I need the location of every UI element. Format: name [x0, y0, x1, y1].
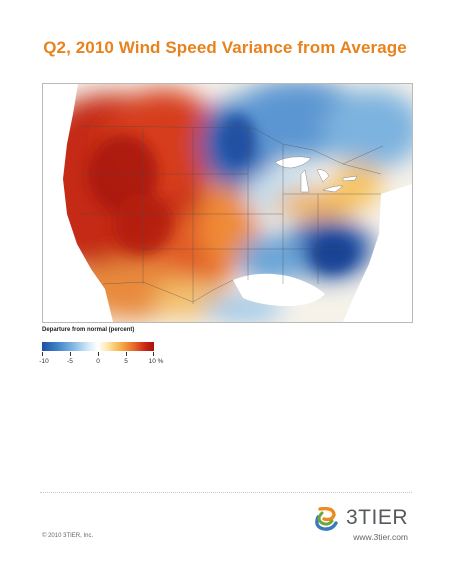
legend-tick-label: -10 — [39, 358, 49, 365]
legend-tick-label: 10 % — [148, 358, 164, 365]
legend-tick-label: 5 — [124, 358, 128, 365]
wind-variance-map — [42, 83, 413, 323]
footer-divider — [40, 492, 412, 493]
legend-color-scale — [42, 342, 154, 351]
legend-tick-label: -5 — [67, 358, 73, 365]
legend-tick — [42, 352, 43, 356]
legend-tick — [70, 352, 71, 356]
website-link[interactable]: www.3tier.com — [353, 532, 408, 542]
page-title: Q2, 2010 Wind Speed Variance from Averag… — [43, 38, 407, 57]
legend-tick — [126, 352, 127, 356]
3tier-swirl-logo-icon — [312, 506, 342, 533]
legend-title: Departure from normal (percent) — [42, 327, 135, 333]
legend-tick — [98, 352, 99, 356]
legend-tick — [153, 352, 154, 356]
brand-name: 3TIER — [346, 506, 409, 529]
copyright: © 2010 3TIER, Inc. — [42, 533, 94, 539]
legend-tick-label: 0 — [96, 358, 100, 365]
